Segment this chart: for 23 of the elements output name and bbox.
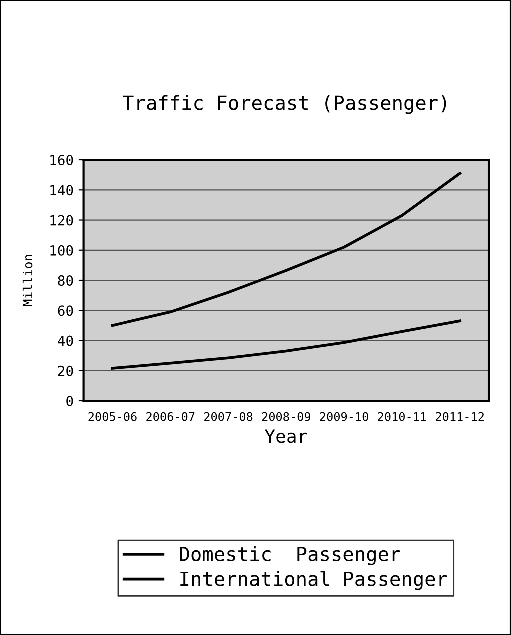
legend-label: International Passenger bbox=[180, 571, 448, 590]
x-tick-label: 2008-09 bbox=[262, 412, 310, 422]
y-tick-label: 20 bbox=[58, 366, 74, 376]
y-tick-label: 60 bbox=[58, 306, 74, 316]
chart-title: Traffic Forecast (Passenger) bbox=[122, 95, 446, 114]
x-tick-label: 2011-12 bbox=[436, 412, 484, 422]
x-tick-label: 2005-06 bbox=[88, 412, 137, 422]
y-tick-label: 80 bbox=[58, 276, 74, 286]
y-tick-label: 140 bbox=[50, 185, 74, 196]
y-tick-label: 100 bbox=[50, 245, 74, 256]
x-tick-label: 2007-08 bbox=[204, 412, 253, 422]
y-tick-label: 40 bbox=[58, 336, 74, 346]
y-axis-title: Million bbox=[22, 255, 33, 306]
x-tick-label: 2010-11 bbox=[378, 412, 426, 422]
line-series bbox=[111, 320, 462, 370]
y-tick-label: 160 bbox=[50, 155, 74, 166]
y-tick-label: 0 bbox=[66, 396, 74, 407]
line-series bbox=[111, 172, 462, 328]
y-tick-label: 120 bbox=[50, 215, 74, 226]
x-tick-label: 2006-07 bbox=[146, 412, 195, 422]
x-axis-title: Year bbox=[265, 430, 308, 444]
legend-label: Domestic Passenger bbox=[180, 546, 400, 566]
x-tick-label: 2009-10 bbox=[320, 412, 368, 422]
